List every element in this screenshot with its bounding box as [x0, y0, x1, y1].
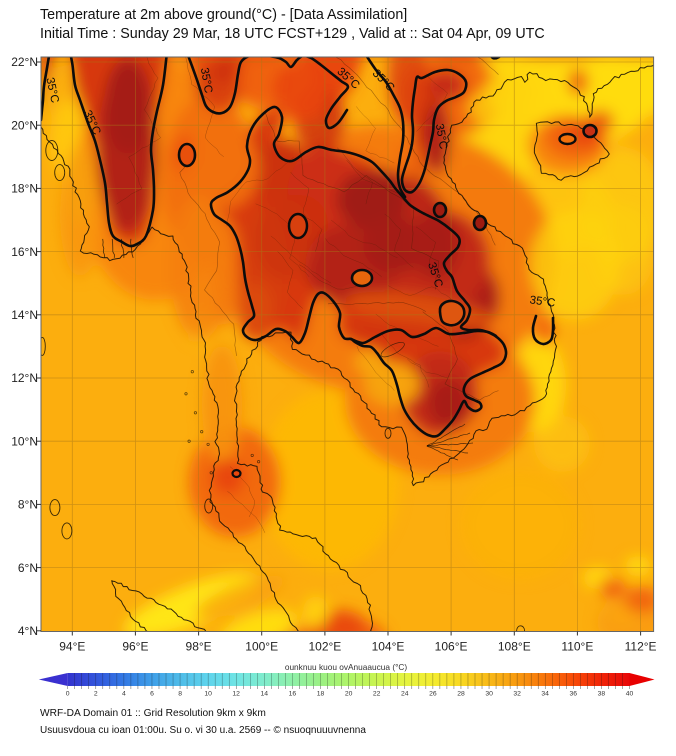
svg-text:14°N: 14°N [11, 308, 38, 322]
svg-text:35°C: 35°C [529, 294, 556, 309]
svg-text:Usuusvdoua cu ioan 01:00u. Su: Usuusvdoua cu ioan 01:00u. Su o. vi 30 u… [40, 725, 366, 736]
svg-text:35°C: 35°C [198, 67, 214, 94]
svg-text:100°E: 100°E [245, 640, 278, 654]
svg-text:112°E: 112°E [625, 640, 657, 654]
svg-text:28: 28 [457, 691, 465, 698]
svg-text:0: 0 [66, 691, 70, 698]
svg-text:Initial Time : Sunday 29 Mar,: Initial Time : Sunday 29 Mar, 18 UTC FCS… [40, 26, 545, 42]
svg-text:12°N: 12°N [11, 371, 38, 385]
svg-text:38: 38 [598, 691, 606, 698]
svg-text:12: 12 [232, 691, 240, 698]
svg-text:40: 40 [626, 691, 634, 698]
svg-text:8: 8 [178, 691, 182, 698]
svg-text:96°E: 96°E [122, 640, 148, 654]
svg-text:6°N: 6°N [18, 561, 38, 575]
svg-text:34: 34 [541, 691, 549, 698]
svg-text:10: 10 [204, 691, 212, 698]
svg-text:14: 14 [261, 691, 269, 698]
svg-text:8°N: 8°N [18, 498, 38, 512]
svg-text:WRF-DA Domain 01 :: Grid Resol: WRF-DA Domain 01 :: Grid Resolution 9km … [40, 708, 266, 719]
svg-text:35°C: 35°C [43, 77, 60, 105]
svg-text:102°E: 102°E [308, 640, 341, 654]
svg-text:16°N: 16°N [11, 245, 38, 259]
svg-text:36: 36 [570, 691, 578, 698]
svg-text:18°N: 18°N [11, 182, 38, 196]
svg-text:18: 18 [317, 691, 325, 698]
svg-text:22°N: 22°N [11, 55, 38, 69]
svg-text:ounknuu kuou ovAnuaaucua (°C): ounknuu kuou ovAnuaaucua (°C) [285, 662, 408, 672]
svg-text:20°N: 20°N [11, 118, 38, 132]
svg-text:26: 26 [429, 691, 437, 698]
svg-text:94°E: 94°E [59, 640, 85, 654]
svg-text:6: 6 [150, 691, 154, 698]
svg-text:4°N: 4°N [18, 624, 38, 638]
svg-text:22: 22 [373, 691, 381, 698]
svg-text:104°E: 104°E [372, 640, 405, 654]
svg-text:20: 20 [345, 691, 353, 698]
svg-text:Temperature at 2m above ground: Temperature at 2m above ground(°C) - [Da… [40, 7, 407, 23]
svg-text:4: 4 [122, 691, 126, 698]
svg-text:2: 2 [94, 691, 98, 698]
svg-text:106°E: 106°E [435, 640, 468, 654]
svg-text:30: 30 [485, 691, 493, 698]
svg-text:32: 32 [513, 691, 521, 698]
svg-text:98°E: 98°E [186, 640, 212, 654]
svg-text:35°C: 35°C [433, 123, 449, 150]
svg-text:16: 16 [289, 691, 297, 698]
svg-text:108°E: 108°E [498, 640, 531, 654]
svg-text:24: 24 [401, 691, 409, 698]
svg-text:10°N: 10°N [11, 434, 38, 448]
svg-text:110°E: 110°E [561, 640, 593, 654]
